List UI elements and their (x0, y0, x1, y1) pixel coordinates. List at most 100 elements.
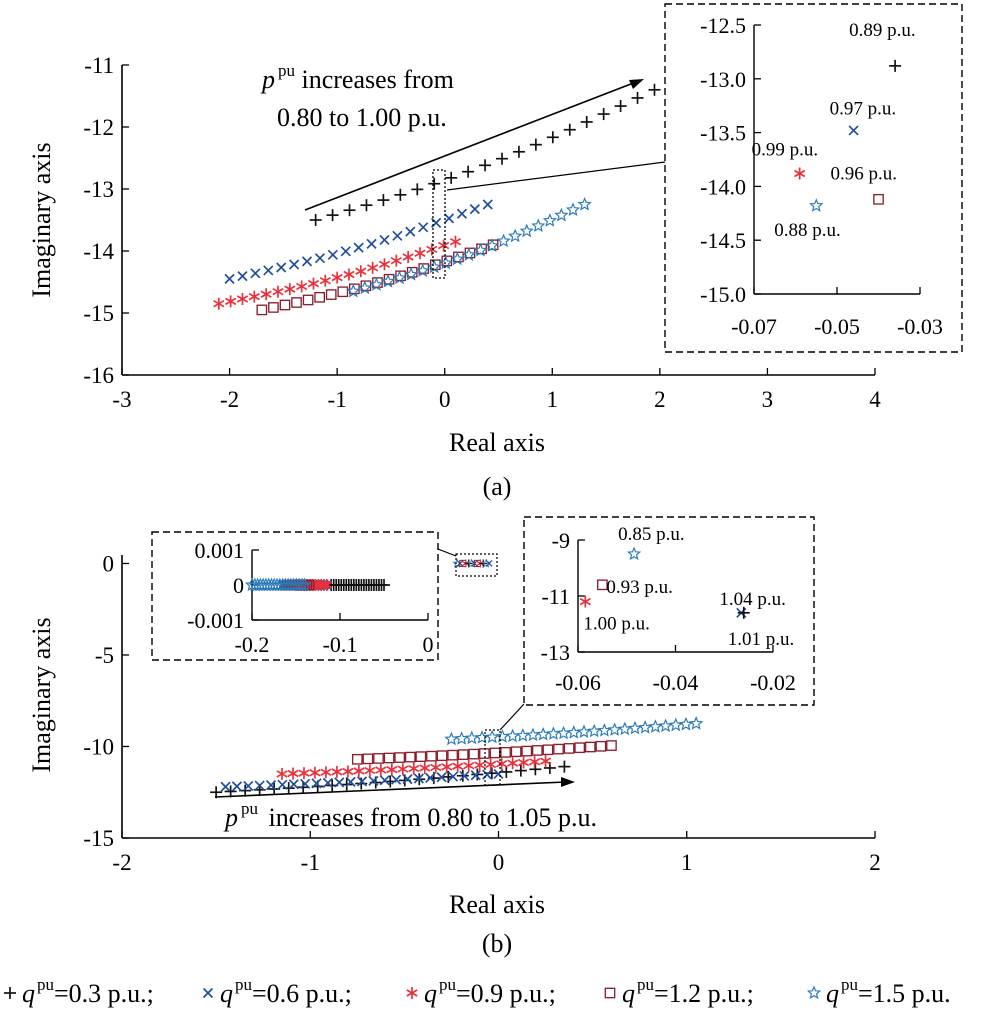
data-point (353, 242, 364, 253)
panel-b-right-inset-y-tick-label: -9 (552, 528, 570, 553)
panel-b-x-tick-label: 2 (869, 850, 881, 875)
panel-a-x-axis-label: Real axis (449, 428, 545, 457)
data-point (248, 290, 260, 303)
data-point (413, 773, 424, 784)
data-point (587, 723, 602, 738)
data-point (296, 280, 308, 293)
data-point (379, 234, 390, 246)
data-point (298, 767, 310, 780)
data-point (224, 785, 237, 798)
data-point (447, 771, 459, 782)
data-point (678, 716, 694, 731)
data-point (445, 171, 458, 184)
panel-b-left-inset-y-tick-label: 0 (233, 573, 244, 598)
data-point (500, 746, 511, 758)
data-point (303, 579, 315, 591)
data-point (556, 725, 571, 740)
panel-a-inset-x-tick-label: -0.03 (897, 314, 943, 339)
data-point (403, 266, 419, 281)
data-point (268, 302, 279, 313)
data-point (444, 731, 459, 746)
data-point (346, 283, 361, 298)
panel-b-y-tick-label: -5 (95, 643, 114, 668)
panel-b-caption: (b) (482, 929, 512, 958)
data-point (402, 251, 414, 264)
data-point (364, 764, 376, 777)
panel-b: -2 -1 0 1 2-15-10-50 Real axis Imaginary axi… (27, 516, 881, 958)
data-point (334, 777, 345, 788)
data-point (528, 755, 541, 768)
data-point (425, 772, 436, 783)
data-point (454, 731, 469, 745)
panel-b-left-inset: -0.2 -0.1 0 -0.001 0 0.001 (151, 531, 439, 661)
data-point (392, 230, 403, 241)
panel-b-right-inset-y-tick-label: -13 (541, 640, 570, 665)
data-point (457, 749, 469, 760)
data-point (327, 249, 338, 260)
inset-point-star (626, 546, 642, 561)
data-point (380, 273, 396, 288)
data-point (441, 760, 453, 773)
data-point (614, 100, 627, 113)
data-point (309, 766, 321, 779)
panel-a-arrow-head (629, 79, 644, 89)
data-point (302, 294, 314, 306)
data-point (325, 289, 337, 300)
data-point (539, 755, 552, 768)
panel-a-x-tick-label: 1 (547, 387, 559, 412)
panel-a-inset-y-tick-label: -13.0 (700, 67, 746, 92)
series-asterisk (213, 235, 462, 310)
legend-label: q pu=0.3 p.u.; (22, 975, 154, 1008)
panel-b-left-inset-x-tick-label: 0 (423, 632, 434, 657)
data-point (355, 777, 368, 790)
data-point (597, 108, 610, 121)
panel-a-annotation-line2: 0.80 to 1.00 p.u. (277, 103, 447, 132)
series-cross (220, 768, 504, 792)
data-point (322, 777, 333, 788)
data-point (521, 745, 533, 757)
data-point (482, 769, 493, 780)
data-point (464, 730, 479, 745)
data-point (428, 177, 441, 190)
data-point (279, 299, 291, 311)
data-point (627, 720, 643, 735)
panel-b-right-inset-y-tick-label: -11 (541, 584, 570, 609)
data-point (436, 750, 448, 762)
data-point (319, 274, 331, 287)
data-point (648, 719, 663, 733)
data-point (525, 727, 541, 742)
data-point (631, 91, 644, 104)
panel-a-inset-y-tick-label: -12.5 (700, 13, 746, 38)
inset-point-label: 0.96 p.u. (831, 163, 898, 184)
data-point (553, 743, 564, 755)
data-point (378, 258, 391, 271)
inset-point-label: 0.85 p.u. (618, 524, 685, 545)
data-point (658, 718, 673, 733)
data-point (505, 728, 520, 743)
panel-a-inset: -0.07 -0.05 -0.03 -15.0 -14.5 -14.0 -13.5 -13.0… (664, 3, 963, 353)
data-point (224, 273, 235, 284)
panel-a-x-tick-label: 0 (439, 387, 451, 412)
data-point (321, 579, 333, 591)
inset-point-label: 1.04 p.u. (719, 589, 786, 610)
data-point (337, 286, 349, 298)
data-point (508, 228, 523, 243)
panel-a-y-axis-label: Imaginary axis (27, 142, 56, 297)
data-point (402, 774, 413, 785)
panel-b-y-tick-label: -15 (83, 826, 114, 851)
data-point (408, 762, 420, 775)
data-point (276, 767, 288, 780)
data-point (369, 277, 384, 291)
data-point (220, 781, 231, 792)
series-star (444, 716, 704, 746)
panel-b-left-inset-y-tick-label: 0.001 (195, 538, 245, 563)
panel-a-inset-y-tick-label: -15.0 (700, 282, 746, 307)
legend-marker (806, 985, 822, 1000)
inset-point-label: 0.97 p.u. (830, 98, 897, 119)
data-point (260, 288, 272, 301)
data-point (284, 283, 296, 296)
data-point (668, 717, 683, 732)
data-point (574, 742, 586, 754)
data-point (311, 778, 322, 789)
data-point (326, 209, 339, 222)
